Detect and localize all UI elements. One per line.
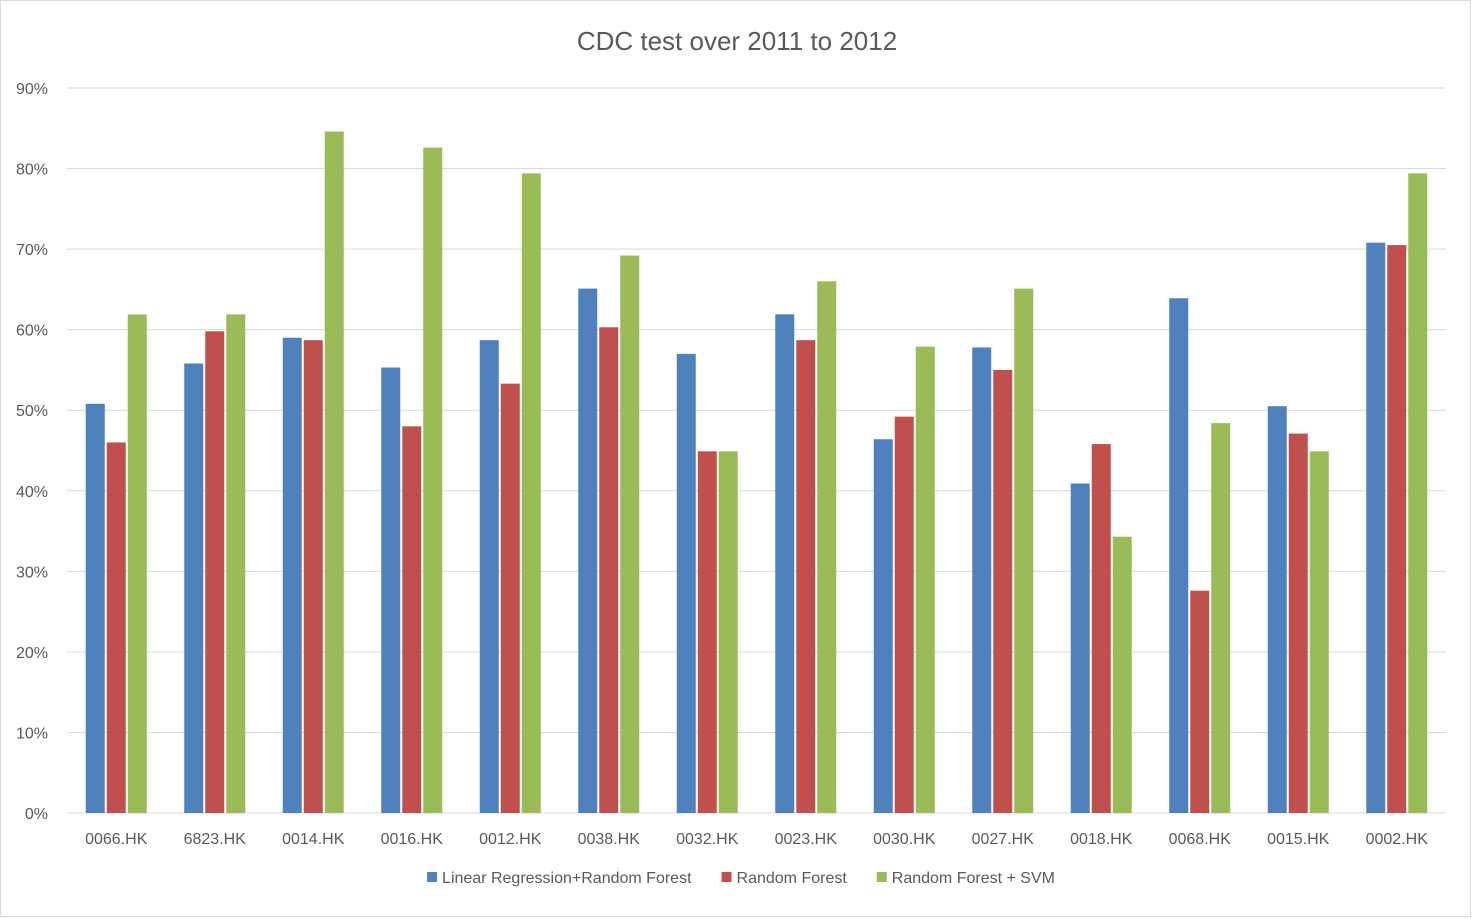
bar-0016-hk-series-3 bbox=[423, 147, 443, 814]
x-tick-label: 0027.HK bbox=[972, 831, 1035, 848]
bars bbox=[85, 131, 1428, 814]
bar-0012-hk-series-3 bbox=[521, 173, 541, 813]
chart-title: CDC test over 2011 to 2012 bbox=[577, 26, 897, 56]
bar-6823-hk-series-2 bbox=[205, 331, 225, 813]
bar-0018-hk-series-3 bbox=[1112, 536, 1132, 813]
legend-item: Random Forest bbox=[721, 870, 848, 887]
legend-label: Random Forest bbox=[737, 870, 848, 887]
bar-0066-hk-series-2 bbox=[106, 442, 126, 813]
bar-0015-hk-series-3 bbox=[1309, 451, 1329, 813]
bar-6823-hk-series-1 bbox=[184, 363, 204, 813]
bar-0018-hk-series-2 bbox=[1091, 444, 1111, 813]
bar-0032-hk-series-3 bbox=[718, 451, 738, 813]
legend-label: Random Forest + SVM bbox=[892, 870, 1055, 887]
x-tick-label: 0068.HK bbox=[1169, 831, 1232, 848]
bar-0002-hk-series-3 bbox=[1408, 173, 1428, 813]
bar-0002-hk-series-2 bbox=[1387, 245, 1407, 814]
legend: Linear Regression+Random Forest Random Fo… bbox=[427, 870, 1055, 887]
bar-0038-hk-series-3 bbox=[620, 255, 640, 814]
x-tick-label: 0014.HK bbox=[282, 831, 345, 848]
x-tick-label: 0002.HK bbox=[1366, 831, 1429, 848]
y-tick-label: 50% bbox=[16, 403, 48, 420]
y-axis-ticks: 0% 10% 20% 30% 40% 50% 60% 70% 80% 90% bbox=[16, 81, 48, 823]
bar-0066-hk-series-3 bbox=[127, 314, 147, 813]
legend-swatch bbox=[876, 872, 887, 882]
x-tick-label: 0066.HK bbox=[85, 831, 148, 848]
bar-0016-hk-series-2 bbox=[402, 426, 422, 813]
y-tick-label: 70% bbox=[16, 242, 48, 259]
x-tick-label: 0012.HK bbox=[479, 831, 542, 848]
bar-0023-hk-series-1 bbox=[775, 314, 795, 813]
x-tick-label: 0030.HK bbox=[873, 831, 936, 848]
bar-0038-hk-series-1 bbox=[578, 288, 598, 813]
bar-0027-hk-series-3 bbox=[1014, 288, 1034, 813]
y-tick-label: 40% bbox=[16, 484, 48, 501]
y-tick-label: 60% bbox=[16, 323, 48, 340]
x-tick-label: 0032.HK bbox=[676, 831, 739, 848]
bar-0012-hk-series-2 bbox=[500, 383, 520, 813]
y-tick-label: 30% bbox=[16, 564, 48, 581]
bar-0032-hk-series-2 bbox=[697, 451, 717, 813]
x-tick-label: 6823.HK bbox=[184, 831, 247, 848]
bar-0068-hk-series-3 bbox=[1211, 423, 1231, 813]
x-tick-label: 0023.HK bbox=[775, 831, 838, 848]
bar-0014-hk-series-3 bbox=[324, 131, 344, 813]
legend-swatch bbox=[427, 872, 438, 882]
legend-swatch bbox=[721, 872, 732, 882]
y-tick-label: 80% bbox=[16, 162, 48, 179]
bar-0030-hk-series-3 bbox=[915, 346, 935, 813]
bar-0038-hk-series-2 bbox=[599, 327, 619, 813]
legend-item: Random Forest + SVM bbox=[876, 870, 1055, 887]
x-axis-ticks: 0066.HK 6823.HK 0014.HK 0016.HK 0012.HK 0038.… bbox=[85, 831, 1428, 848]
bar-0015-hk-series-2 bbox=[1288, 433, 1308, 813]
y-tick-label: 10% bbox=[16, 725, 48, 742]
bar-0066-hk-series-1 bbox=[85, 403, 105, 813]
bar-0030-hk-series-1 bbox=[873, 439, 893, 813]
bar-0023-hk-series-2 bbox=[796, 340, 816, 813]
legend-label: Linear Regression+Random Forest bbox=[442, 870, 692, 887]
bar-0016-hk-series-1 bbox=[381, 367, 401, 813]
bar-6823-hk-series-3 bbox=[226, 314, 246, 813]
x-tick-label: 0038.HK bbox=[578, 831, 641, 848]
y-tick-label: 0% bbox=[25, 806, 48, 823]
bar-0002-hk-series-1 bbox=[1366, 242, 1386, 813]
bar-0032-hk-series-1 bbox=[676, 353, 696, 813]
bar-0014-hk-series-1 bbox=[282, 337, 302, 813]
bar-0023-hk-series-3 bbox=[817, 281, 837, 813]
legend-item: Linear Regression+Random Forest bbox=[427, 870, 692, 887]
bar-0027-hk-series-1 bbox=[972, 347, 992, 813]
x-tick-label: 0016.HK bbox=[381, 831, 444, 848]
bar-0068-hk-series-1 bbox=[1169, 298, 1189, 813]
y-tick-label: 90% bbox=[16, 81, 48, 98]
bar-0018-hk-series-1 bbox=[1070, 483, 1090, 813]
x-tick-label: 0015.HK bbox=[1267, 831, 1330, 848]
bar-0027-hk-series-2 bbox=[993, 369, 1013, 813]
bar-0015-hk-series-1 bbox=[1267, 406, 1287, 813]
gridlines bbox=[67, 87, 1446, 814]
bar-0012-hk-series-1 bbox=[479, 340, 499, 813]
bar-0014-hk-series-2 bbox=[303, 340, 323, 813]
y-tick-label: 20% bbox=[16, 645, 48, 662]
x-tick-label: 0018.HK bbox=[1070, 831, 1133, 848]
bar-0068-hk-series-2 bbox=[1190, 590, 1210, 813]
bar-0030-hk-series-2 bbox=[894, 416, 914, 813]
